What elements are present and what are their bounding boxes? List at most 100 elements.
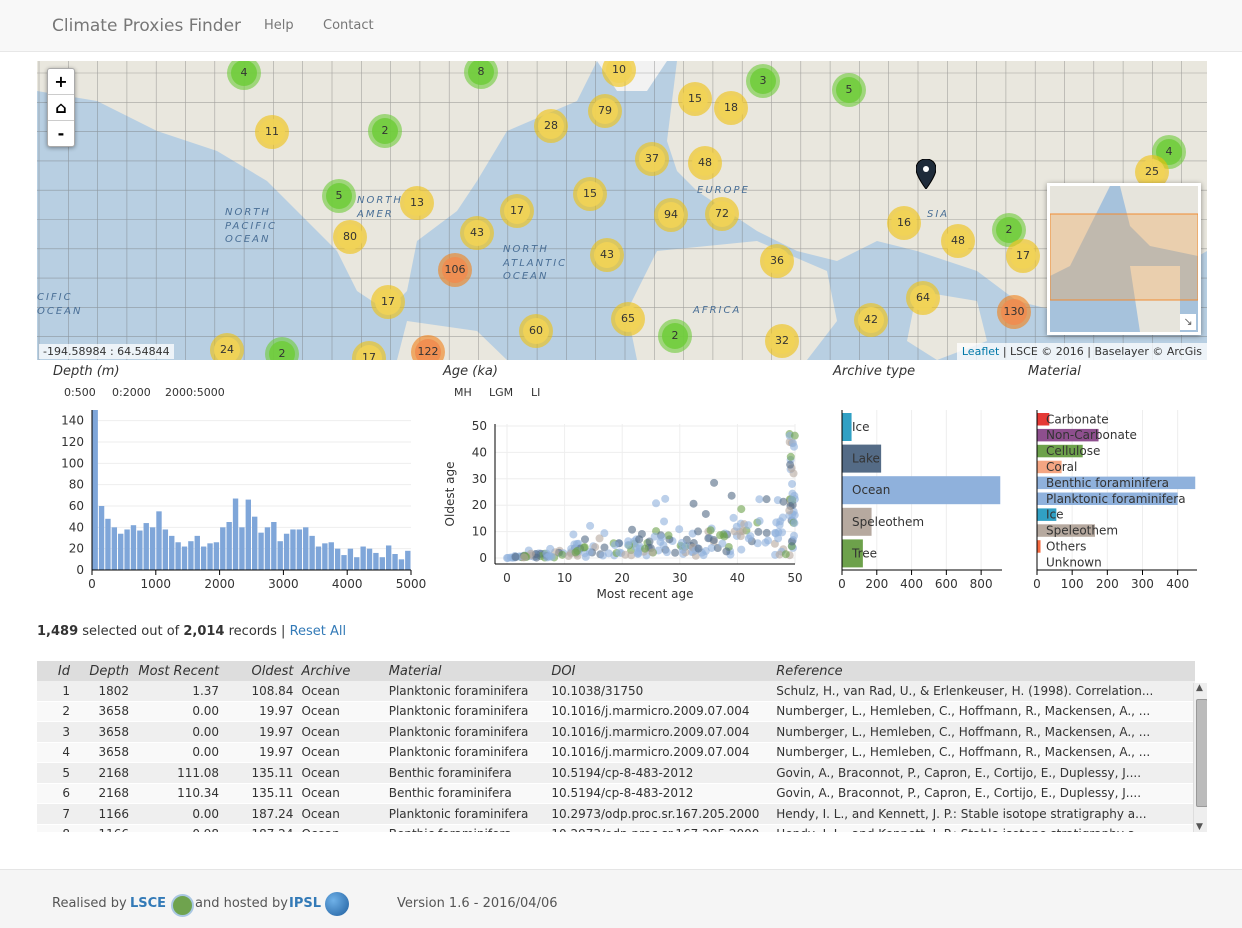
age-point[interactable] bbox=[675, 525, 684, 534]
age-point[interactable] bbox=[595, 534, 604, 543]
map-cluster[interactable]: 80 bbox=[333, 220, 367, 254]
depth-bar[interactable] bbox=[98, 506, 105, 570]
age-point[interactable] bbox=[520, 553, 529, 562]
table-row[interactable]: 3 3658 0.00 19.97 Ocean Planktonic foraminife… bbox=[37, 721, 1195, 743]
age-point[interactable] bbox=[645, 537, 654, 546]
map-cluster[interactable]: 36 bbox=[760, 244, 794, 278]
depth-bar[interactable] bbox=[111, 527, 118, 570]
depth-bar[interactable] bbox=[130, 525, 137, 570]
material-bar[interactable] bbox=[1037, 428, 1099, 442]
depth-histogram[interactable]: 0 20 40 60 80 100 120 140 0 1000 2000 3000 4000 5000 bbox=[37, 405, 437, 595]
depth-bar[interactable] bbox=[379, 557, 385, 570]
depth-bar[interactable] bbox=[245, 499, 251, 570]
material-bar[interactable] bbox=[1037, 540, 1041, 553]
age-point[interactable] bbox=[678, 545, 687, 554]
age-point[interactable] bbox=[755, 495, 764, 504]
table-row[interactable]: 1 1802 1.37 108.84 Ocean Planktonic foraminif… bbox=[37, 681, 1195, 702]
age-point[interactable] bbox=[704, 534, 713, 543]
age-point[interactable] bbox=[564, 552, 573, 561]
age-point[interactable] bbox=[504, 553, 513, 562]
age-point[interactable] bbox=[532, 553, 541, 562]
depth-bar[interactable] bbox=[181, 546, 188, 570]
depth-bar[interactable] bbox=[175, 542, 181, 570]
map-cluster[interactable]: 2 bbox=[992, 213, 1026, 247]
depth-bar[interactable] bbox=[277, 541, 283, 570]
map-cluster[interactable]: 72 bbox=[705, 197, 739, 231]
depth-bar[interactable] bbox=[232, 498, 239, 570]
depth-bar[interactable] bbox=[366, 548, 373, 570]
column-header[interactable]: DOI bbox=[547, 661, 773, 681]
depth-bar[interactable] bbox=[373, 552, 379, 570]
column-header[interactable]: Archive bbox=[297, 661, 385, 681]
nav-help-link[interactable]: Help bbox=[264, 18, 294, 33]
depth-filter-0-500[interactable]: 0:500 bbox=[64, 386, 96, 399]
map-cluster[interactable]: 17 bbox=[1006, 239, 1040, 273]
map-cluster[interactable]: 17 bbox=[500, 194, 534, 228]
map-cluster[interactable]: 65 bbox=[611, 302, 645, 336]
age-point[interactable] bbox=[627, 551, 636, 560]
map-cluster[interactable]: 43 bbox=[460, 216, 494, 250]
age-point[interactable] bbox=[729, 513, 738, 522]
age-point[interactable] bbox=[600, 529, 609, 538]
depth-filter-2000-5000[interactable]: 2000:5000 bbox=[165, 386, 225, 399]
map-cluster[interactable]: 94 bbox=[654, 198, 688, 232]
material-bar-chart[interactable]: Carbonate Non-Carbonate Cellulose Coral Bent… bbox=[1025, 405, 1210, 595]
age-point[interactable] bbox=[628, 525, 637, 534]
depth-bar[interactable] bbox=[143, 523, 149, 570]
age-point[interactable] bbox=[569, 530, 578, 539]
age-point[interactable] bbox=[699, 551, 708, 560]
depth-bar[interactable] bbox=[334, 548, 341, 570]
depth-bar[interactable] bbox=[252, 516, 258, 570]
age-filter-li[interactable]: LI bbox=[531, 386, 541, 399]
material-bar[interactable] bbox=[1037, 476, 1196, 490]
scroll-up-icon[interactable]: ▲ bbox=[1196, 683, 1203, 693]
leaflet-link[interactable]: Leaflet bbox=[961, 345, 1000, 358]
age-point[interactable] bbox=[640, 544, 649, 553]
depth-bar[interactable] bbox=[258, 532, 264, 570]
map-cluster[interactable]: 17 bbox=[352, 341, 386, 360]
map[interactable]: + ⌂ - NORTH PACIFIC OCEAN NORTH ATLANTIC … bbox=[37, 61, 1207, 360]
map-cluster[interactable]: 60 bbox=[519, 314, 553, 348]
depth-bar[interactable] bbox=[194, 535, 200, 570]
age-point[interactable] bbox=[761, 538, 770, 547]
age-point[interactable] bbox=[786, 460, 795, 469]
map-cluster[interactable]: 2 bbox=[658, 319, 692, 353]
age-point[interactable] bbox=[652, 499, 661, 508]
age-point[interactable] bbox=[689, 499, 698, 508]
map-cluster[interactable]: 16 bbox=[887, 206, 921, 240]
depth-bar[interactable] bbox=[283, 533, 290, 570]
lsce-link[interactable]: LSCE bbox=[130, 896, 167, 911]
age-point[interactable] bbox=[694, 527, 703, 536]
age-point[interactable] bbox=[546, 544, 555, 553]
scroll-thumb[interactable] bbox=[1196, 699, 1207, 807]
scroll-down-icon[interactable]: ▼ bbox=[1196, 822, 1203, 832]
age-point[interactable] bbox=[785, 506, 794, 515]
depth-bar[interactable] bbox=[347, 548, 354, 570]
age-point[interactable] bbox=[718, 539, 727, 548]
material-bar[interactable] bbox=[1037, 460, 1062, 474]
age-point[interactable] bbox=[573, 546, 582, 555]
age-point[interactable] bbox=[790, 531, 799, 540]
age-point[interactable] bbox=[547, 552, 556, 561]
depth-bar[interactable] bbox=[156, 511, 162, 570]
depth-bar[interactable] bbox=[137, 530, 143, 570]
depth-bar[interactable] bbox=[200, 546, 207, 570]
map-cluster[interactable]: 13 bbox=[400, 186, 434, 220]
map-cluster[interactable]: 64 bbox=[906, 281, 940, 315]
age-point[interactable] bbox=[511, 552, 520, 561]
age-point[interactable] bbox=[634, 549, 643, 558]
age-point[interactable] bbox=[579, 543, 588, 552]
age-point[interactable] bbox=[790, 431, 799, 440]
age-point[interactable] bbox=[736, 532, 745, 541]
depth-bar[interactable] bbox=[264, 527, 271, 570]
nav-contact-link[interactable]: Contact bbox=[323, 18, 374, 33]
depth-bar[interactable] bbox=[118, 533, 124, 570]
depth-bar[interactable] bbox=[124, 529, 130, 570]
age-point[interactable] bbox=[737, 505, 746, 514]
zoom-in-button[interactable]: + bbox=[48, 69, 74, 95]
age-point[interactable] bbox=[732, 522, 741, 531]
material-bar[interactable] bbox=[1037, 413, 1050, 426]
age-point[interactable] bbox=[787, 496, 796, 505]
age-point[interactable] bbox=[621, 550, 630, 559]
depth-bar[interactable] bbox=[239, 527, 245, 570]
